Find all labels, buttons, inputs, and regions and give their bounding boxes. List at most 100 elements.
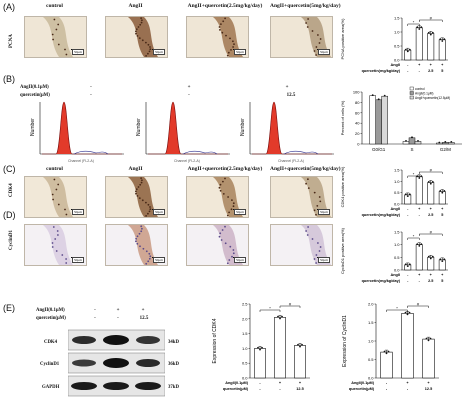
sig-star: * [396,306,398,311]
nucleus [57,234,59,236]
y-tick-label: 0.0 [242,376,248,381]
nucleus [138,197,141,199]
bar [422,338,435,379]
tissue-drawing [43,177,73,217]
nucleus [222,20,225,23]
band-gapdh-2 [103,382,129,390]
histogram: Number Channel (FL2-A) [136,101,230,163]
histogram: Number Channel (FL2-A) [240,101,334,163]
chart-cdk4-ihc: 0.0 0.5 1.0 1.5 CDK4 positive area(%) * # AngII… [340,166,448,217]
data-point [404,193,407,196]
flow-sym: + [187,85,191,90]
data-point [406,195,409,197]
wb-row-angii: AngII(0.1μM) [36,308,65,313]
bar [415,176,423,205]
band-gapdh-3 [135,382,161,390]
table-cell: + [299,381,302,385]
y-tick-label: 1.0 [242,346,248,351]
micrograph-image: 50μm [270,224,333,266]
wb-sym: - [94,308,96,313]
table-row-label: AngII(0.1μM) [351,381,375,385]
y-tick-label: 40 [355,121,360,126]
nucleus [306,26,309,28]
y-tick-label: 0.5 [394,255,400,260]
nucleus [55,28,58,31]
scale-bar-label: 50μm [71,209,84,215]
micrograph-image: 50μm [186,224,249,266]
data-point [427,255,430,258]
nucleus [51,246,54,248]
micrograph-image: 50μm [24,16,87,58]
nucleus [227,51,230,54]
y-axis-label: Expression of CDK4 [212,318,218,363]
y-tick-label: 0.0 [394,268,400,273]
nucleus [57,183,60,186]
band-cyclind1-3 [136,359,160,367]
nucleus [135,28,138,31]
col-header-control-c: control [46,166,63,172]
data-point [429,182,432,185]
y-tick-label: 2.0 [368,302,374,307]
scale-bar-label: 50μm [152,209,165,215]
table-cell: - [407,279,409,283]
table-cell: 5 [441,279,443,283]
sig-bracket [419,19,443,22]
scale-bar-label: 50μm [152,257,165,263]
nucleus [139,23,142,26]
nucleus [231,255,233,258]
nucleus [221,31,224,34]
data-point [427,339,430,342]
table-cell: 5 [441,69,443,73]
y-tick-label: 0.5 [368,357,374,362]
tissue-drawing [301,225,331,265]
table-row-label: quercetin(mg/kg/day) [362,213,401,217]
table-cell: - [386,381,388,385]
y-tick-label: 1.5 [368,320,374,325]
data-point [297,343,299,346]
nucleus [135,240,137,243]
data-point [259,348,261,351]
panel-label-b: (B) [3,74,15,84]
nucleus [305,230,307,232]
bar [381,95,388,145]
nucleus [317,34,319,36]
data-point [277,315,279,318]
flow-histograms: Number Channel (FL2-A) Number Channel (FL2-… [30,101,334,163]
panel-label-e: (E) [3,303,15,313]
data-point [281,315,283,318]
nucleus [232,40,234,43]
nucleus [149,46,151,48]
micrograph-image: 50μm [270,16,333,58]
data-point [416,26,419,29]
nucleus [307,226,309,228]
y-tick-label: 1.5 [394,230,400,235]
bar [254,348,266,379]
nucleus [52,38,54,41]
data-point [439,38,442,41]
table-cell: + [441,207,444,211]
nucleus [57,43,60,46]
nucleus [138,37,141,39]
nucleus [136,35,139,37]
y-tick-label: 0.5 [394,190,400,195]
data-point [408,48,411,51]
table-row-label: quercetin(mg/kg/day) [362,279,401,283]
data-point [257,346,259,349]
table-cell: + [430,207,433,211]
micrograph-image: 50μm [105,224,168,266]
band-label-cdk4: CDK4 [44,340,58,345]
chart-cyclind1-wb: 0.0 0.5 1.0 1.5 2.0 Expression of CyclinD1 * # A… [342,302,439,391]
nucleus [219,29,221,31]
table-cell: - [419,69,421,73]
nucleus [311,238,314,240]
nucleus [52,226,55,228]
nucleus [222,180,224,183]
nucleus [219,183,222,186]
data-point [429,33,432,36]
panel-label-c: (C) [3,164,16,174]
nucleus [147,203,150,206]
nucleus [315,254,318,256]
nucleus [232,46,234,48]
vessel-wall [213,17,243,57]
band-cdk4-1 [72,336,96,344]
